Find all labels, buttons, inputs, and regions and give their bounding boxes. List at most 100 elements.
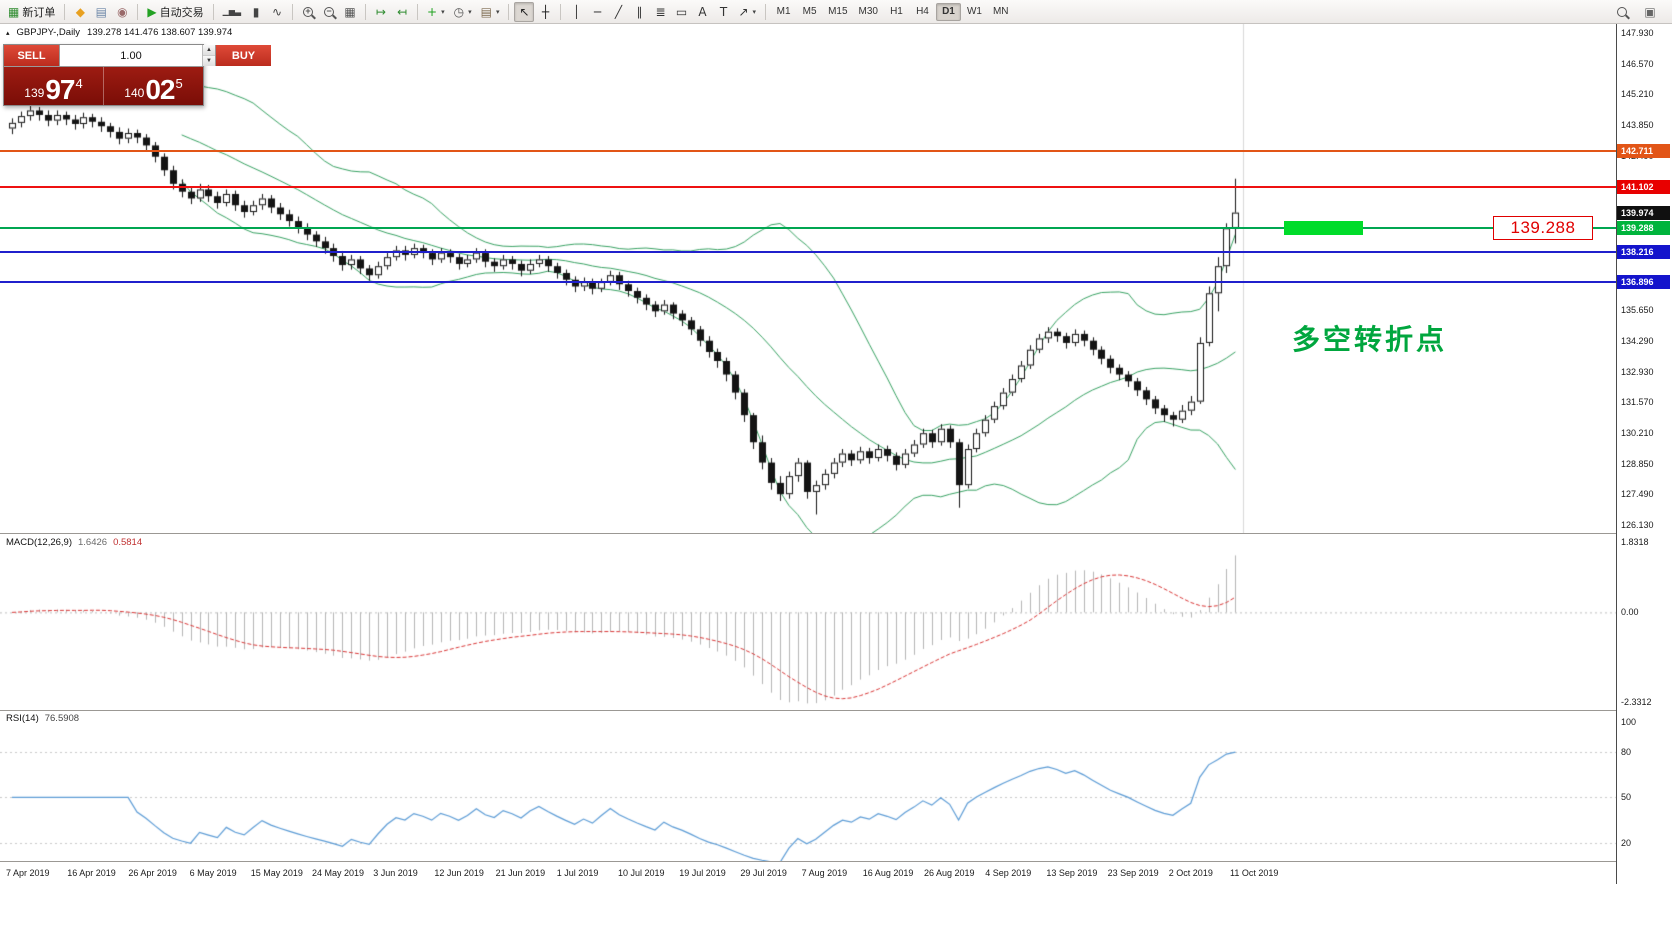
macd-main-value: 1.6426 (78, 537, 108, 548)
timeframe-h4-button[interactable]: H4 (916, 6, 929, 17)
candlestick-icon: ▮ (252, 4, 260, 19)
templates-button[interactable]: ▤ ▾ (477, 2, 504, 22)
main-chart-canvas[interactable] (0, 24, 1616, 533)
zoom-in-button[interactable]: + (298, 2, 318, 22)
lot-size-input[interactable] (60, 45, 202, 66)
timeframe-d1-button[interactable]: D1 (935, 2, 961, 21)
timeframe-h1-button[interactable]: H1 (890, 6, 903, 17)
caret-down-icon: ▾ (468, 8, 472, 16)
timeframe-mn-button[interactable]: MN (992, 6, 1009, 17)
rsi-canvas[interactable] (0, 711, 1616, 861)
date-axis[interactable]: 7 Apr 2019 16 Apr 2019 26 Apr 2019 6 May 20… (0, 862, 1616, 884)
price-tick-label: 127.490 (1621, 489, 1654, 500)
autotrade-button-label: 自动交易 (159, 6, 204, 19)
date-label: 7 Apr 2019 (6, 868, 50, 878)
candlestick-chart-button[interactable]: ▮ (246, 2, 266, 22)
autotrade-button[interactable]: ▶ 自动交易 (143, 2, 207, 22)
price-badge: 136.896 (1617, 275, 1670, 290)
collapse-arrow-icon[interactable]: ▴ (6, 29, 10, 37)
buy-price-main: 140 (124, 86, 145, 100)
marketwatch-button[interactable]: ◆ (70, 2, 90, 22)
zoom-in-icon-sign: + (305, 5, 311, 16)
zoom-out-button[interactable]: − (319, 2, 339, 22)
buy-price-button[interactable]: 140 02 5 (104, 67, 203, 105)
auto-scroll-icon: ↦ (376, 4, 387, 19)
autotrade-play-icon: ▶ (147, 4, 157, 19)
terminal-button[interactable]: ◉ (112, 2, 132, 22)
toolbar-separator (365, 3, 367, 20)
tile-windows-button[interactable]: ▦ (340, 2, 360, 22)
quick-panel-button[interactable]: ▣ (1640, 2, 1660, 22)
price-axis[interactable]: 147.930146.570145.210143.850142.490135.6… (1616, 24, 1672, 884)
timeframe-m1-button[interactable]: M1 (776, 6, 791, 17)
text-button[interactable]: A (692, 2, 712, 22)
macd-panel-resize-divider[interactable] (0, 533, 1672, 534)
trendline-button[interactable]: ╱ (608, 2, 628, 22)
indicators-button[interactable]: + ▾ (423, 2, 449, 22)
timeframe-m5-button[interactable]: M5 (802, 6, 817, 17)
annotation-text[interactable]: 多空转折点 (1292, 324, 1448, 355)
date-label: 16 Apr 2019 (67, 868, 116, 878)
search-button[interactable] (1612, 2, 1632, 22)
label-button[interactable]: T (713, 2, 733, 22)
macd-name: MACD(12,26,9) (6, 537, 72, 548)
periods-button[interactable]: ◷ ▾ (450, 2, 476, 22)
date-label: 10 Jul 2019 (618, 868, 665, 878)
buy-button[interactable]: BUY (216, 45, 271, 66)
timeframe-w1-button[interactable]: W1 (966, 6, 982, 17)
timeframe-m30-button[interactable]: M30 (858, 6, 878, 17)
price-tick-label: 128.850 (1621, 458, 1654, 469)
macd-signal-value: 0.5814 (113, 537, 143, 548)
date-label: 24 May 2019 (312, 868, 365, 878)
crosshair-icon: ┼ (541, 4, 550, 19)
date-label: 21 Jun 2019 (495, 868, 546, 878)
date-label: 15 May 2019 (250, 868, 303, 878)
price-tick-label: 126.130 (1621, 520, 1654, 531)
lot-decrease-button[interactable]: ▼ (203, 56, 215, 66)
toolbar-group: │ ─ ╱ ∥ ≣ ▭ A T ↗ ▾ (566, 2, 760, 22)
horizontal-line-button[interactable]: ─ (587, 2, 607, 22)
date-label: 23 Sep 2019 (1107, 868, 1159, 878)
toolbar-separator (560, 3, 562, 20)
rsi-panel-resize-divider[interactable] (0, 710, 1672, 711)
cursor-button[interactable]: ↖ (514, 1, 535, 22)
caret-down-icon: ▾ (752, 8, 757, 16)
zoom-out-icon-sign: − (326, 5, 332, 16)
macd-axis-label: -2.3312 (1621, 697, 1652, 707)
sell-price-button[interactable]: 139 97 4 (4, 67, 103, 105)
date-label: 29 Jul 2019 (740, 868, 787, 878)
sell-price-main: 139 (24, 86, 45, 100)
toolbar-right: ▣ (1612, 2, 1668, 22)
lot-increase-button[interactable]: ▲ (203, 45, 215, 56)
timeframe-m15-button[interactable]: M15 (828, 6, 848, 17)
arrows-button[interactable]: ↗ ▾ (734, 2, 760, 22)
shapes-button[interactable]: ▭ (671, 2, 691, 22)
crosshair-button[interactable]: ┼ (535, 2, 555, 22)
periods-icon: ◷ (453, 4, 465, 19)
toolbar-separator (765, 3, 767, 20)
new-order-button-label: 新订单 (22, 6, 56, 19)
line-chart-button[interactable]: ∿ (267, 2, 287, 22)
price-badge: 139.288 (1617, 221, 1670, 236)
new-order-button[interactable]: ▦ 新订单 (4, 2, 59, 22)
channel-button[interactable]: ∥ (629, 2, 649, 22)
support-zone-rect[interactable] (1284, 221, 1363, 236)
toolbar-group: ▁▅▃ ▮ ∿ (219, 2, 287, 22)
chart-shift-button[interactable]: ↤ (392, 2, 412, 22)
rsi-name: RSI(14) (6, 713, 39, 724)
toolbar-group: + − ▦ (298, 2, 360, 22)
auto-scroll-button[interactable]: ↦ (371, 2, 391, 22)
vertical-line-button[interactable]: │ (566, 2, 586, 22)
fibonacci-button[interactable]: ≣ (650, 2, 670, 22)
navigator-button[interactable]: ▤ (91, 2, 111, 22)
macd-canvas[interactable] (0, 534, 1616, 709)
date-label: 16 Aug 2019 (862, 868, 914, 878)
sell-button[interactable]: SELL (4, 45, 59, 66)
rsi-axis-label: 50 (1621, 792, 1632, 803)
macd-axis-label: 0.00 (1621, 607, 1639, 618)
bar-chart-button[interactable]: ▁▅▃ (219, 2, 245, 22)
price-level-label[interactable]: 139.288 (1493, 216, 1593, 241)
date-label: 1 Jul 2019 (556, 868, 599, 878)
bar-chart-icon: ▁▅▃ (222, 6, 242, 16)
